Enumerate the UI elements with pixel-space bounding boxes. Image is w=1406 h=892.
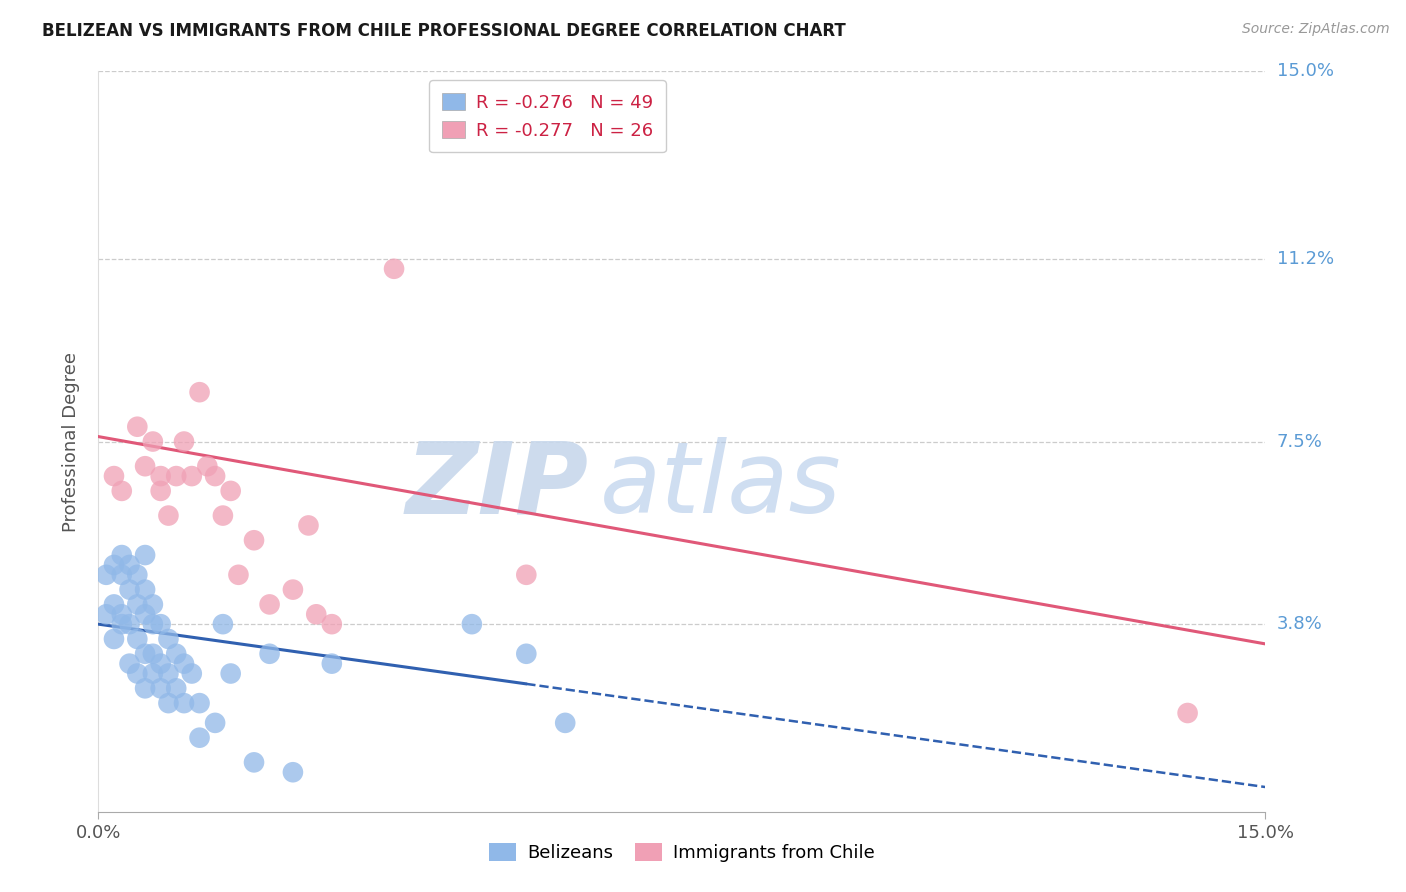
Point (188, 696, 211, 710)
Point (142, 434, 165, 449)
Point (157, 508, 180, 523)
Point (204, 715, 226, 730)
Point (134, 459, 156, 474)
Point (134, 582, 156, 597)
Text: Source: ZipAtlas.com: Source: ZipAtlas.com (1241, 22, 1389, 37)
Point (118, 558, 141, 572)
Point (118, 657, 141, 671)
Point (259, 598, 281, 612)
Point (127, 567, 149, 582)
Point (118, 617, 141, 632)
Text: BELIZEAN VS IMMIGRANTS FROM CHILE PROFESSIONAL DEGREE CORRELATION CHART: BELIZEAN VS IMMIGRANTS FROM CHILE PROFES… (42, 22, 846, 40)
Point (127, 666, 149, 681)
Text: 3.8%: 3.8% (1277, 615, 1322, 633)
Point (515, 567, 537, 582)
Point (149, 483, 172, 498)
Point (321, 657, 343, 671)
Point (219, 666, 242, 681)
Point (219, 483, 242, 498)
Point (149, 657, 172, 671)
Point (149, 681, 172, 696)
Point (165, 681, 187, 696)
Point (134, 548, 156, 562)
Point (127, 632, 149, 646)
Point (259, 647, 281, 661)
Point (243, 756, 266, 770)
Y-axis label: Professional Degree: Professional Degree (62, 351, 80, 532)
Point (228, 567, 250, 582)
Point (173, 696, 195, 710)
Text: ZIP: ZIP (405, 437, 589, 534)
Point (173, 657, 195, 671)
Point (111, 567, 134, 582)
Legend: Belizeans, Immigrants from Chile: Belizeans, Immigrants from Chile (482, 836, 882, 870)
Point (157, 696, 180, 710)
Point (157, 632, 180, 646)
Text: 11.2%: 11.2% (1277, 250, 1334, 268)
Point (111, 617, 134, 632)
Point (111, 483, 134, 498)
Point (96, 567, 118, 582)
Point (297, 518, 319, 533)
Point (212, 617, 235, 632)
Point (461, 617, 484, 632)
Point (111, 548, 134, 562)
Point (180, 469, 202, 483)
Point (554, 715, 576, 730)
Point (103, 469, 125, 483)
Text: 15.0%: 15.0% (1277, 62, 1333, 80)
Point (188, 731, 211, 745)
Point (382, 261, 405, 276)
Point (243, 533, 266, 548)
Point (142, 617, 165, 632)
Point (188, 385, 211, 400)
Point (165, 647, 187, 661)
Point (142, 647, 165, 661)
Point (142, 666, 165, 681)
Point (212, 508, 235, 523)
Point (173, 434, 195, 449)
Point (134, 647, 156, 661)
Point (515, 647, 537, 661)
Point (281, 582, 304, 597)
Text: 7.5%: 7.5% (1277, 433, 1323, 450)
Point (118, 582, 141, 597)
Point (321, 617, 343, 632)
Point (180, 666, 202, 681)
Point (165, 469, 187, 483)
Point (1177, 706, 1199, 720)
Point (157, 666, 180, 681)
Point (204, 469, 226, 483)
Point (103, 558, 125, 572)
Point (142, 598, 165, 612)
Point (134, 607, 156, 622)
Point (305, 607, 328, 622)
Point (134, 681, 156, 696)
Point (149, 617, 172, 632)
Point (281, 765, 304, 780)
Point (127, 419, 149, 434)
Point (127, 598, 149, 612)
Text: atlas: atlas (600, 437, 842, 534)
Point (195, 459, 218, 474)
Point (103, 598, 125, 612)
Point (103, 632, 125, 646)
Point (96, 607, 118, 622)
Point (111, 607, 134, 622)
Point (149, 469, 172, 483)
